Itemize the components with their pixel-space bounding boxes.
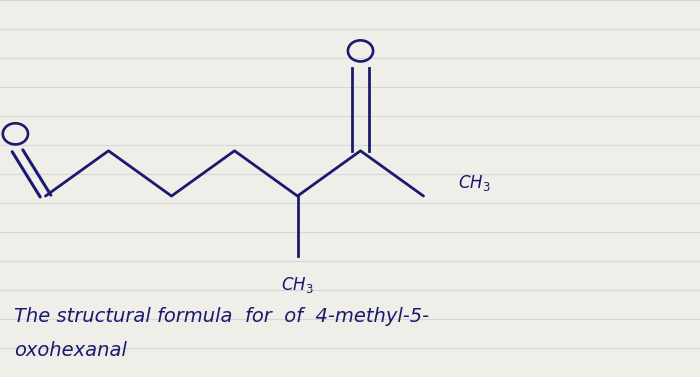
- Text: $\mathit{CH_3}$: $\mathit{CH_3}$: [281, 275, 314, 295]
- Text: The structural formula  for  of  4-methyl-5-: The structural formula for of 4-methyl-5…: [14, 307, 429, 326]
- Text: $\mathit{CH_3}$: $\mathit{CH_3}$: [458, 173, 491, 193]
- Text: oxohexanal: oxohexanal: [14, 341, 127, 360]
